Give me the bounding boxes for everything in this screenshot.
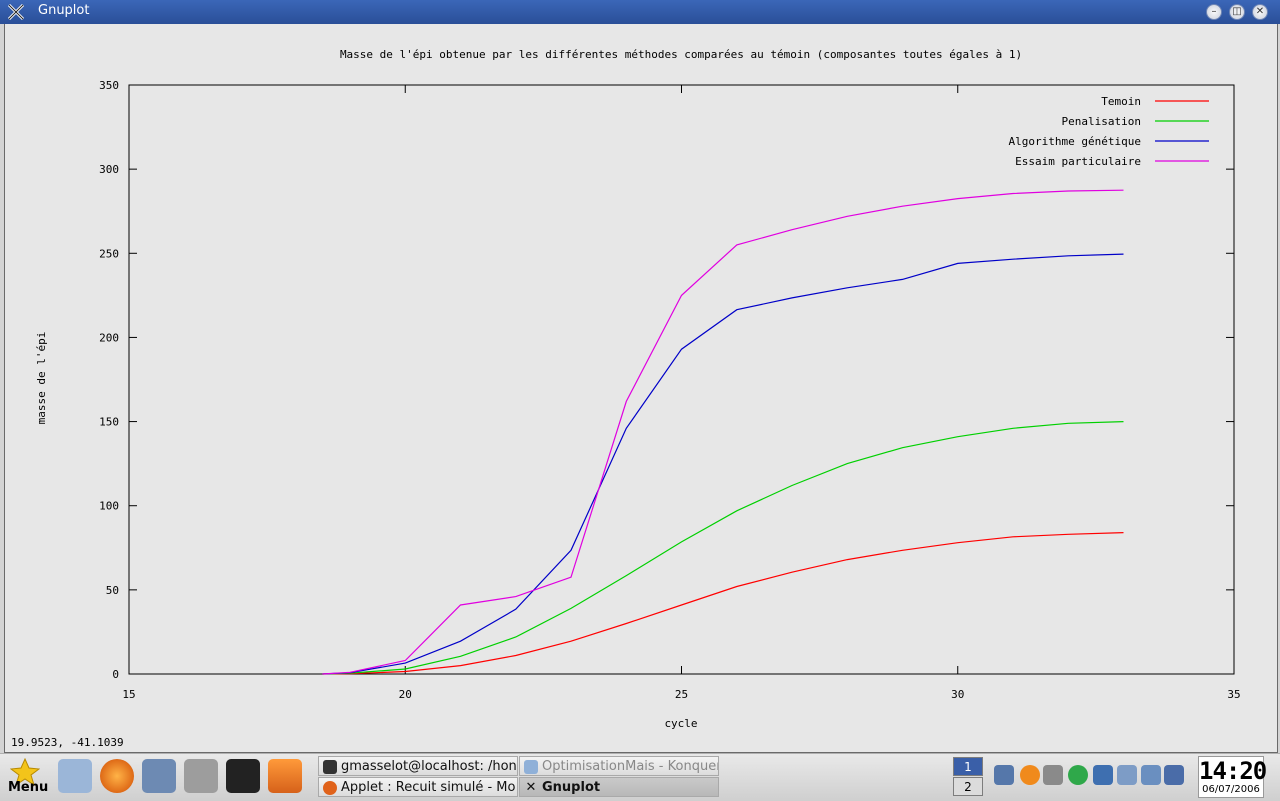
clock-time: 14:20: [1199, 757, 1267, 785]
window-titlebar[interactable]: Gnuplot – ◫ ✕: [0, 0, 1280, 24]
task-applet[interactable]: Applet : Recuit simulé - Mo:: [318, 777, 518, 797]
tray-mail-icon[interactable]: [1093, 765, 1113, 785]
firefox-task-icon: [323, 781, 337, 795]
x-tick-label: 25: [675, 688, 688, 701]
y-tick-label: 100: [99, 500, 119, 513]
network-globe-icon[interactable]: [142, 759, 176, 793]
plot-window[interactable]: Masse de l'épi obtenue par les différent…: [4, 24, 1278, 736]
pager-desktop-1[interactable]: 1: [953, 757, 983, 776]
menu-star-icon[interactable]: [9, 757, 41, 787]
y-tick-label: 0: [112, 668, 119, 681]
task-label: Applet : Recuit simulé - Mo:: [341, 780, 518, 795]
x-tick-label: 20: [399, 688, 412, 701]
status-line: 19.9523, -41.1039: [4, 736, 1278, 753]
mouse-coordinates: 19.9523, -41.1039: [11, 736, 124, 749]
y-tick-label: 300: [99, 163, 119, 176]
task-label: Gnuplot: [542, 780, 601, 795]
firefox-icon[interactable]: [100, 759, 134, 793]
menu-button-label[interactable]: Menu: [8, 780, 49, 795]
y-axis-label: masse de l'épi: [35, 332, 48, 425]
home-icon[interactable]: [268, 759, 302, 793]
tray-network-icon[interactable]: [994, 765, 1014, 785]
task-terminal[interactable]: gmasselot@localhost: /hon: [318, 756, 518, 776]
x-tick-label: 35: [1227, 688, 1240, 701]
tray-key-icon[interactable]: [1164, 765, 1184, 785]
clock-date: 06/07/2006: [1202, 784, 1260, 795]
series-line-2: [322, 253, 1124, 675]
x-task-icon: ✕: [525, 780, 537, 795]
text-editor-icon[interactable]: [58, 759, 92, 793]
window-title: Gnuplot: [38, 3, 90, 18]
minimize-button[interactable]: –: [1206, 4, 1222, 20]
konqueror-task-icon: [524, 760, 538, 774]
tray-volume-icon[interactable]: [1117, 765, 1137, 785]
terminal-task-icon: [323, 760, 337, 774]
line-chart[interactable]: Masse de l'épi obtenue par les différent…: [5, 24, 1277, 736]
close-button[interactable]: ✕: [1252, 4, 1268, 20]
task-gnuplot[interactable]: ✕ Gnuplot: [519, 777, 719, 797]
tray-apps-icon[interactable]: [1068, 765, 1088, 785]
y-tick-label: 350: [99, 79, 119, 92]
legend-label: Penalisation: [1062, 115, 1141, 128]
pager-desktop-2[interactable]: 2: [953, 777, 983, 796]
x-tick-label: 15: [122, 688, 135, 701]
terminal-icon[interactable]: [226, 759, 260, 793]
legend-label: Temoin: [1101, 95, 1141, 108]
gnu-icon[interactable]: [184, 759, 218, 793]
series-line-0: [322, 532, 1124, 675]
clock[interactable]: 14:20 06/07/2006: [1198, 756, 1267, 798]
y-tick-label: 150: [99, 416, 119, 429]
task-konqueror[interactable]: OptimisationMais - Konquer: [519, 756, 719, 776]
task-label: OptimisationMais - Konquer: [542, 759, 719, 774]
maximize-button[interactable]: ◫: [1229, 4, 1245, 20]
tray-tools-icon[interactable]: [1043, 765, 1063, 785]
tray-display-icon[interactable]: [1141, 765, 1161, 785]
y-tick-label: 50: [106, 584, 119, 597]
y-tick-label: 200: [99, 331, 119, 344]
x-axis-label: cycle: [664, 717, 697, 730]
x-window-icon: [7, 3, 25, 21]
plot-frame: [128, 84, 1235, 675]
legend-label: Algorithme génétique: [1009, 135, 1141, 148]
legend-label: Essaim particulaire: [1015, 155, 1141, 168]
y-tick-label: 250: [99, 247, 119, 260]
series-line-1: [322, 421, 1124, 675]
x-tick-label: 30: [951, 688, 964, 701]
chart-title: Masse de l'épi obtenue par les différent…: [340, 48, 1022, 61]
series-line-3: [322, 189, 1124, 675]
tray-help-icon[interactable]: [1020, 765, 1040, 785]
task-label: gmasselot@localhost: /hon: [341, 759, 517, 774]
